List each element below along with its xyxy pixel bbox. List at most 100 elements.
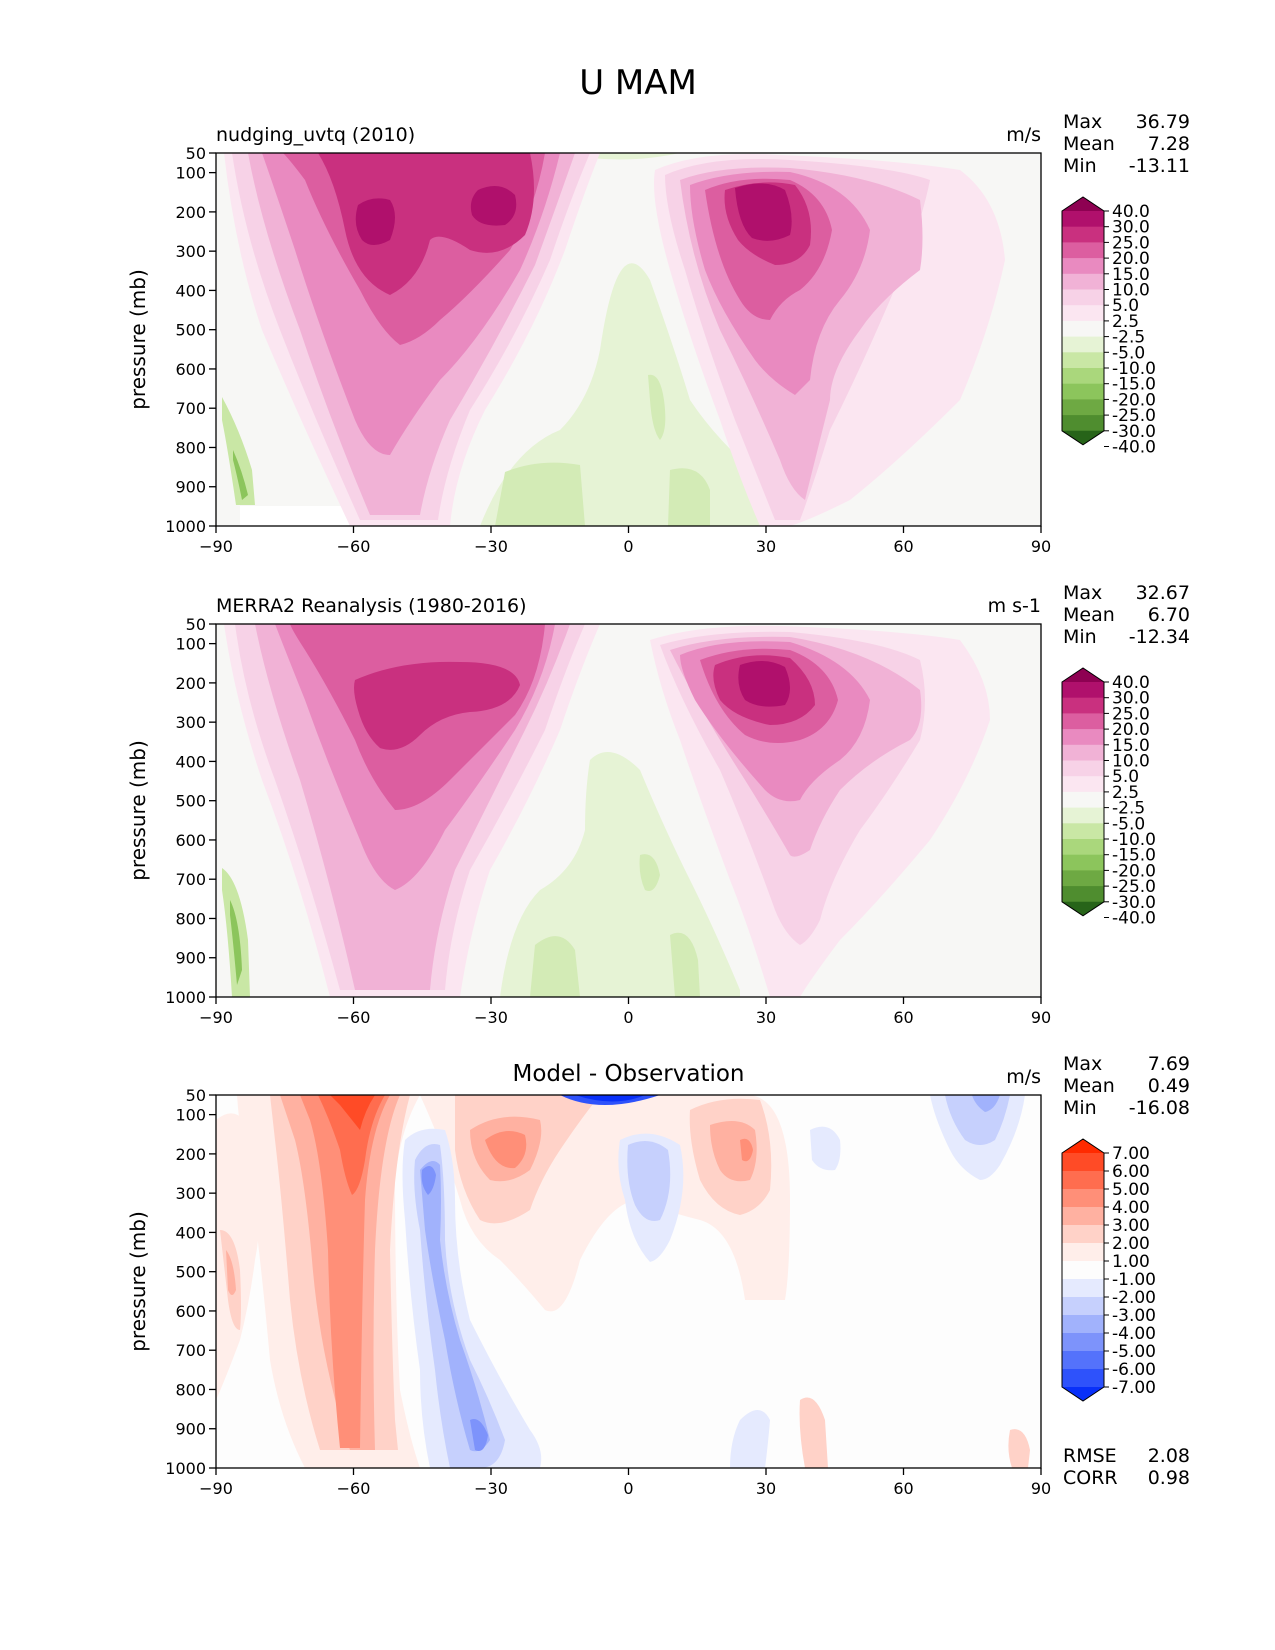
colorbar-label: -2.5 [1112,328,1145,348]
colorbar-swatch [1062,870,1104,887]
colorbar-swatch [1062,1297,1104,1316]
colorbar-swatch [1062,305,1104,322]
colorbar-swatch [1062,258,1104,275]
colorbar-label: -30.0 [1112,893,1156,913]
colorbar-label: 10.0 [1112,752,1150,772]
colorbar-label: -15.0 [1112,375,1156,395]
y-tick-label: 700 [175,399,206,418]
colorbar-label: -25.0 [1112,406,1156,426]
stat-label: Max [1063,111,1102,133]
colorbar-label: 3.00 [1112,1216,1150,1236]
colorbar-label: 25.0 [1112,704,1150,724]
colorbar-label: -4.00 [1112,1324,1156,1344]
x-tick-label: 60 [893,537,913,556]
contour-field [216,1095,1041,1468]
colorbar-swatch [1062,1261,1104,1280]
colorbar-swatch [1062,839,1104,856]
y-tick-label: 800 [175,438,206,457]
colorbar-swatch [1062,1333,1104,1352]
y-tick-label: 100 [175,164,206,183]
panel-title: nudging_uvtq (2010) [216,124,415,146]
stat-value: 36.79 [1136,111,1190,133]
colorbar-label: -5.0 [1112,343,1145,363]
panel-units: m/s [1006,1066,1041,1088]
y-tick-label: 100 [175,635,206,654]
colorbar-label: 15.0 [1112,265,1150,285]
y-tick-label: 500 [175,792,206,811]
stat-value: -13.11 [1129,155,1190,177]
colorbar-swatch [1062,729,1104,746]
y-tick-label: 50 [186,144,206,163]
x-tick-label: 0 [623,1479,633,1498]
colorbar-swatch [1062,242,1104,259]
colorbar-label: 7.00 [1112,1144,1150,1164]
colorbar-swatch [1062,1207,1104,1226]
stat-label: Mean [1063,604,1115,626]
colorbar-label: -40.0 [1112,909,1156,929]
colorbar-swatch [1062,886,1104,903]
stat-label: Max [1063,1053,1102,1075]
colorbar-swatch [1062,1189,1104,1208]
colorbar-swatch [1062,1279,1104,1298]
colorbar-extend-min [1062,430,1104,445]
panel-observation: MERRA2 Reanalysis (1980-2016) m s-1 [126,582,1190,1027]
colorbar-swatch [1062,791,1104,808]
colorbar-label: 5.00 [1112,1180,1150,1200]
colorbar-swatch [1062,713,1104,730]
colorbar-label: 25.0 [1112,233,1150,253]
x-tick-label: −60 [337,1479,371,1498]
stat-value: 0.98 [1148,1467,1190,1489]
x-tick-label: 90 [1031,1008,1051,1027]
colorbar-swatch [1062,1369,1104,1388]
x-tick-label: 30 [756,1479,776,1498]
x-axis: −90 −60 −30 0 30 60 90 [199,526,1051,556]
stat-label: RMSE [1063,1445,1117,1467]
y-tick-label: 100 [175,1106,206,1125]
y-tick-label: 600 [175,831,206,850]
y-tick-label: 200 [175,674,206,693]
colorbar-label: -15.0 [1112,846,1156,866]
panel-difference: Model - Observation m/s [126,1053,1190,1498]
colorbar: 40.030.025.020.015.010.05.02.5-2.5-5.0-1… [1061,196,1156,458]
x-tick-label: 0 [623,1008,633,1027]
stat-label: Mean [1063,1075,1115,1097]
y-tick-label: 400 [175,1223,206,1242]
stat-value: 32.67 [1136,582,1190,604]
colorbar-label: -25.0 [1112,877,1156,897]
colorbar-swatch [1062,682,1104,699]
stat-label: Min [1063,626,1097,648]
colorbar-label: 40.0 [1112,673,1150,693]
colorbar-extend-min [1062,901,1104,916]
y-axis-label: pressure (mb) [126,740,150,881]
stats-block: Max 32.67 Mean 6.70 Min -12.34 [1063,582,1190,648]
colorbar-swatch [1062,336,1104,353]
stat-value: 7.69 [1148,1053,1190,1075]
x-tick-label: −90 [199,1008,233,1027]
colorbar-swatch [1062,807,1104,824]
colorbar-swatch [1062,760,1104,777]
stat-value: -16.08 [1129,1097,1190,1119]
colorbar-swatch [1062,823,1104,840]
colorbar-label: -30.0 [1112,422,1156,442]
x-tick-label: −30 [474,537,508,556]
colorbar-label: -1.00 [1112,1270,1156,1290]
figure-title: U MAM [579,63,697,103]
stat-label: Min [1063,155,1097,177]
colorbar-label: -6.00 [1112,1360,1156,1380]
stats-block: Max 36.79 Mean 7.28 Min -13.11 [1063,111,1190,177]
colorbar-swatch [1062,1171,1104,1190]
colorbar-swatch [1062,697,1104,714]
colorbar-extend-min [1062,1387,1104,1401]
colorbar-swatch [1062,776,1104,793]
colorbar: 40.030.025.020.015.010.05.02.5-2.5-5.0-1… [1061,667,1156,929]
x-axis: −90 −60 −30 0 30 60 90 [199,1468,1051,1498]
y-tick-label: 600 [175,1302,206,1321]
colorbar-label: 5.0 [1112,296,1139,316]
x-tick-label: −60 [337,537,371,556]
stat-value: 0.49 [1148,1075,1190,1097]
x-tick-label: 60 [893,1479,913,1498]
y-axis-label: pressure (mb) [126,1211,150,1352]
x-tick-label: −90 [199,537,233,556]
colorbar-label: -40.0 [1112,438,1156,458]
